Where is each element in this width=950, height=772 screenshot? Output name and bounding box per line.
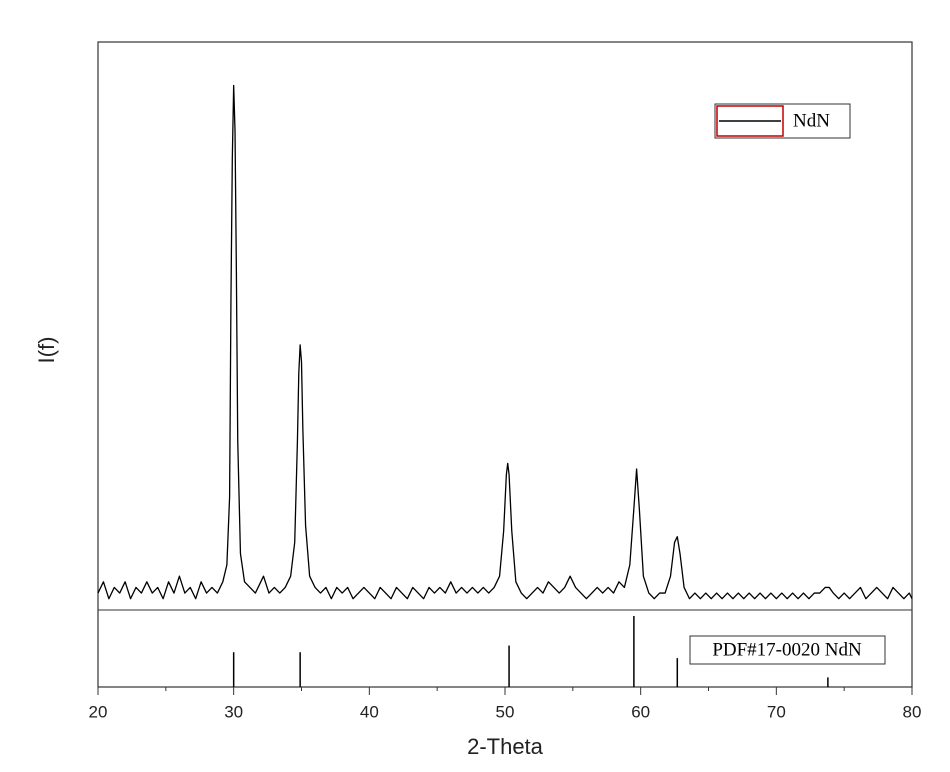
reference-label-box: [689, 635, 886, 665]
x-tick-label: 80: [903, 702, 922, 721]
legend-label: NdN: [793, 110, 830, 131]
x-tick-label: 40: [360, 702, 379, 721]
legend-swatch-frame: [716, 105, 784, 137]
x-tick-label: 50: [496, 702, 515, 721]
plot-frame: [97, 41, 913, 688]
reference-label: PDF#17-0020 NdN: [712, 639, 862, 660]
x-tick-label: 70: [767, 702, 786, 721]
y-axis-title: I(f): [34, 337, 59, 364]
x-tick-label: 60: [631, 702, 650, 721]
x-axis-title: 2-Theta: [467, 734, 544, 759]
data-line: [97, 84, 913, 600]
x-tick-label: 20: [89, 702, 108, 721]
x-tick-label: 30: [224, 702, 243, 721]
